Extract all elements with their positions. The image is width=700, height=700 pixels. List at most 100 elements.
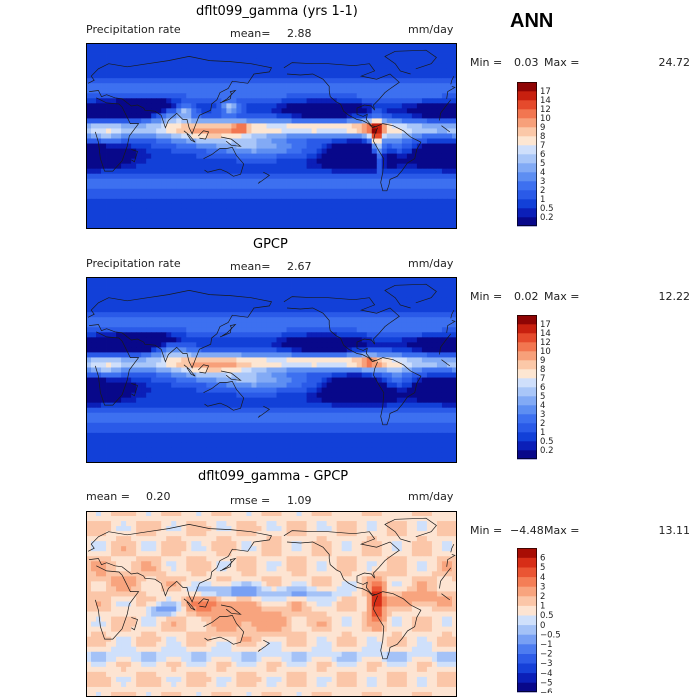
panel1-map-cell (186, 168, 192, 175)
panel1-map-frame (86, 43, 457, 229)
panel1-map-cell (136, 193, 142, 200)
panel2-map-cell (176, 417, 182, 424)
panel2-map-cell (266, 372, 272, 378)
panel1-map-cell (266, 98, 272, 104)
panel2-map-cell (351, 392, 358, 399)
panel2-map-cell (126, 317, 132, 323)
panel1-map-cell (246, 43, 252, 49)
panel2-map-cell (356, 402, 363, 409)
panel2-map (86, 277, 457, 463)
panel2-map-cell (136, 387, 142, 394)
panel1-map-cell (121, 183, 127, 190)
panel1-colorbar-cell (517, 190, 537, 200)
panel2-map-cell (211, 342, 217, 348)
panel1-map-cell (381, 48, 388, 54)
panel1-map-cell (411, 153, 418, 160)
panel2-map-cell (321, 412, 328, 419)
panel2-map-cell (191, 392, 197, 399)
panel1-map-cell (106, 88, 112, 94)
panel2-map-cell (376, 392, 383, 399)
panel1-map-cell (406, 148, 413, 154)
panel2-map-cell (176, 337, 182, 343)
panel1-map-cell (296, 168, 302, 175)
panel1-map-cell (251, 78, 257, 84)
panel1-map-cell (436, 203, 443, 210)
panel2-map-cell (361, 357, 368, 363)
panel1-coastline (283, 62, 400, 129)
panel1-map-cell (86, 158, 92, 165)
panel2-map-cell (206, 327, 212, 333)
panel2-map-cell (266, 347, 272, 353)
panel1-map-cell (111, 78, 117, 84)
panel2-map-cell (156, 362, 162, 368)
panel1-map-cell (336, 148, 343, 154)
panel1-map-cell (236, 198, 242, 205)
panel2-map-cell (136, 307, 142, 313)
panel1-map-cell (206, 48, 212, 54)
panel2-map-cell (151, 382, 157, 388)
panel2-map-cell (426, 372, 433, 378)
panel2-map-cell (331, 412, 338, 419)
panel1-map-cell (141, 118, 147, 124)
panel2-map-cell (156, 392, 162, 399)
panel1-map-cell (91, 193, 97, 200)
panel2-map-cell (301, 357, 307, 363)
panel1-map-cell (311, 178, 318, 185)
panel1-map-cell (371, 53, 378, 59)
panel1-map-cell (371, 128, 378, 134)
panel1-map-cell (361, 93, 368, 99)
panel2-map-cell (106, 417, 112, 424)
panel2-map-cell (301, 402, 307, 409)
panel1-map-cell (261, 93, 267, 99)
panel2-map-cell (241, 377, 247, 383)
panel2-map-cell (411, 322, 418, 328)
panel2-map-cell (131, 357, 137, 363)
panel1-map-cell (141, 113, 147, 119)
panel1-map-cell (116, 208, 122, 215)
panel1-map-cell (286, 193, 292, 200)
panel2-map-cell (386, 417, 393, 424)
panel1-map-cell (276, 53, 282, 59)
panel1-map-cell (206, 143, 212, 149)
panel1-map-cell (196, 163, 202, 170)
panel2-map-cell (196, 287, 202, 293)
panel1-map-cell (386, 68, 393, 74)
panel2-map-cell (316, 342, 323, 348)
panel1-map-cell (311, 153, 318, 160)
panel1-map-cell (256, 133, 262, 139)
panel1-map-cell (151, 218, 157, 225)
panel2-map-cell (176, 397, 182, 404)
panel1-map-cell (86, 163, 92, 170)
panel2-map-cell (101, 347, 107, 353)
panel2-map-cell (91, 352, 97, 358)
panel1-map-cell (171, 198, 177, 205)
panel2-map-cell (156, 342, 162, 348)
panel2-map-cell (331, 332, 338, 338)
panel1-map-cell (221, 223, 227, 229)
panel2-map-cell (231, 332, 237, 338)
panel2-map-cell (186, 312, 192, 318)
panel1-map-cell (246, 88, 252, 94)
panel1-map-cell (161, 218, 167, 225)
panel1-map-cell (191, 208, 197, 215)
panel1-map-cell (311, 158, 318, 165)
panel1-map-cell (176, 43, 182, 49)
panel2-map-cell (411, 412, 418, 419)
panel1-map-cell (251, 158, 257, 165)
panel2-map-cell (211, 417, 217, 424)
panel2-map-cell (396, 367, 403, 373)
panel2-map-cell (206, 357, 212, 363)
panel1-map-cell (216, 223, 222, 229)
panel1-map-cell (406, 58, 413, 64)
panel1-map-cell (361, 58, 368, 64)
panel1-map-cell (311, 98, 318, 104)
panel2-map-cell (236, 292, 242, 298)
panel1-map-cell (266, 43, 272, 49)
panel1-map-cell (306, 48, 313, 54)
panel2-map-cell (316, 352, 323, 358)
panel2-map-cell (451, 297, 457, 303)
panel1-map-cell (396, 193, 403, 200)
panel2-map-cell (331, 382, 338, 388)
panel2-map-cell (161, 362, 167, 368)
panel2-map-cell (116, 312, 122, 318)
